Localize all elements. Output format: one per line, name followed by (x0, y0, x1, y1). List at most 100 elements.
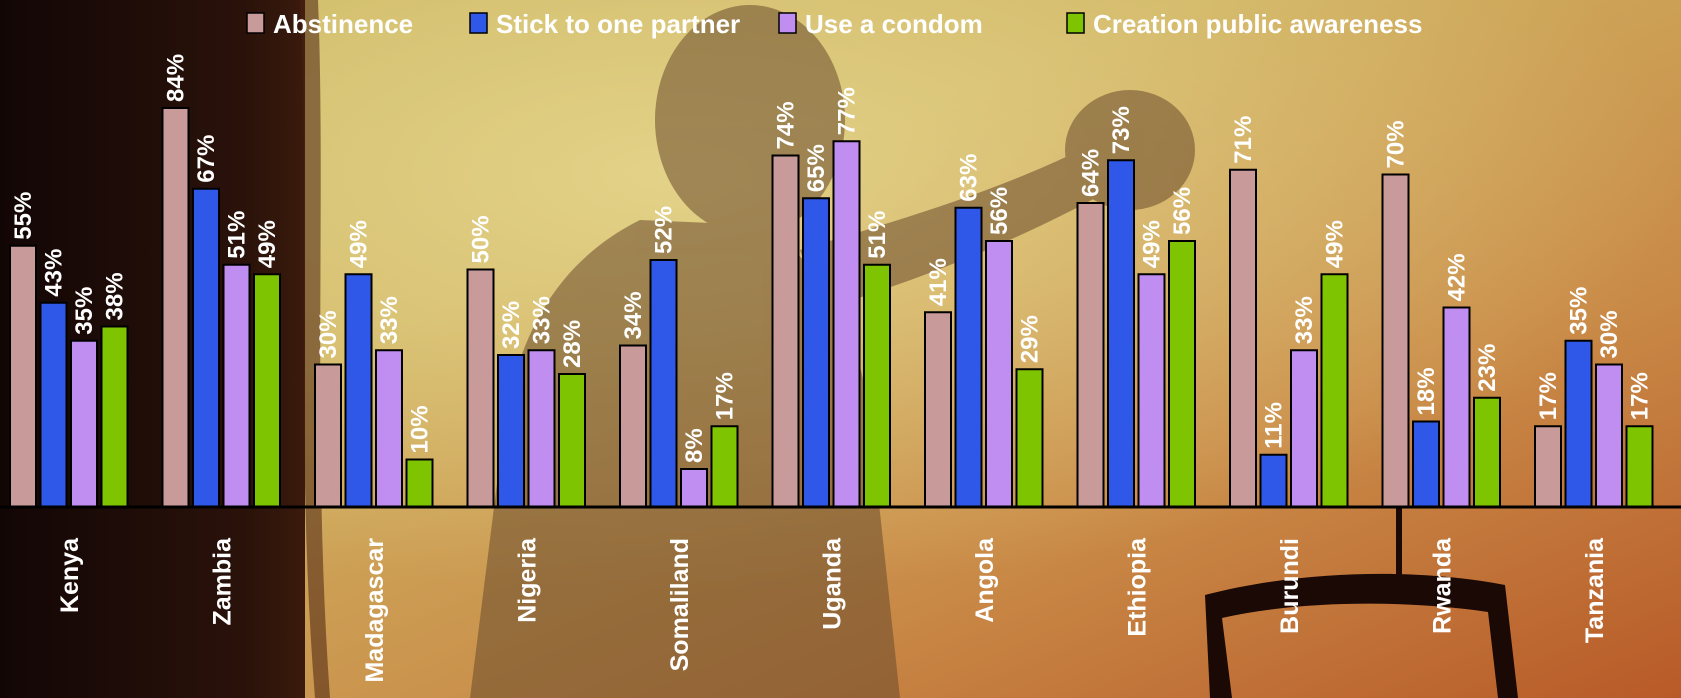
bar (466, 268, 495, 508)
legend-label: Creation public awareness (1093, 9, 1422, 39)
bar-value-label: 34% (620, 291, 647, 339)
bar-value-label: 28% (559, 320, 586, 368)
legend-item: Use a condom (778, 9, 983, 39)
bar (1412, 420, 1440, 508)
bar-value-label: 49% (1322, 220, 1349, 268)
x-tick-label: Uganda (818, 537, 846, 630)
bar-value-label: 70% (1383, 120, 1410, 168)
bar-value-label: 71% (1230, 116, 1257, 164)
legend-item: Abstinence (246, 9, 413, 39)
bar (344, 273, 373, 508)
bar (1168, 240, 1196, 508)
bar-value-label: 51% (224, 211, 251, 259)
bar-value-label: 43% (41, 249, 68, 297)
bar (1015, 368, 1044, 508)
bar (1381, 173, 1410, 508)
bar (314, 363, 342, 508)
bar-value-label: 77% (834, 87, 861, 135)
bar (161, 107, 190, 508)
bar (802, 197, 830, 508)
bar (924, 311, 952, 508)
bars-layer (9, 107, 1654, 508)
legend-label: Stick to one partner (496, 9, 740, 39)
x-tick-label: Nigeria (513, 537, 541, 623)
bar-value-label: 18% (1413, 367, 1440, 415)
bar-value-label: 17% (712, 372, 739, 420)
bar-value-label: 84% (163, 54, 190, 102)
bar-value-label: 30% (1596, 310, 1623, 358)
bar (1137, 273, 1166, 508)
bar (375, 349, 403, 508)
x-tick-label: Zambia (208, 537, 236, 626)
legend-swatch (778, 12, 797, 34)
x-tick-label: Tanzania (1581, 537, 1609, 643)
bar-value-label: 67% (193, 135, 220, 183)
bar (1259, 453, 1288, 508)
x-tick-label: Kenya (56, 537, 84, 613)
bar-value-label: 49% (254, 220, 281, 268)
bar-value-label: 32% (498, 301, 525, 349)
bar-value-label: 42% (1444, 253, 1471, 301)
bar-value-label: 51% (864, 211, 891, 259)
bar (771, 154, 800, 508)
x-tick-label: Rwanda (1428, 537, 1456, 634)
bar (1290, 349, 1318, 508)
bar (832, 140, 861, 508)
legend-label: Abstinence (273, 9, 413, 39)
bar-value-label: 10% (407, 405, 434, 453)
bar (985, 240, 1013, 508)
bar (1320, 273, 1349, 508)
bar (863, 263, 891, 508)
bar-value-label: 17% (1627, 372, 1654, 420)
bar-value-label: 55% (10, 192, 37, 240)
legend-label: Use a condom (805, 9, 983, 39)
bar (954, 206, 983, 508)
bar-value-label: 49% (1139, 220, 1166, 268)
bar-value-label: 33% (376, 296, 403, 344)
bar (253, 273, 281, 508)
bar-value-label: 56% (1169, 187, 1196, 235)
bar (497, 354, 525, 508)
bar (1625, 425, 1654, 508)
bar-value-label: 11% (1261, 402, 1288, 449)
bar (192, 187, 220, 508)
bar (405, 458, 434, 508)
bar (649, 259, 678, 508)
bar-value-label: 49% (346, 220, 373, 268)
x-tick-label: Angola (971, 537, 999, 623)
bar-value-label: 35% (1566, 287, 1593, 335)
bar-value-label: 65% (803, 144, 830, 192)
bar-value-label: 63% (956, 154, 983, 202)
x-tick-label: Madagascar (361, 538, 389, 683)
x-tick-label: Ethiopia (1123, 537, 1151, 637)
x-tick-label: Somaliland (666, 538, 694, 671)
bar-value-label: 74% (773, 101, 800, 149)
bar-value-label: 50% (468, 215, 495, 263)
bar-value-label: 30% (315, 310, 342, 358)
bar (100, 325, 129, 508)
bar-value-label: 17% (1535, 372, 1562, 420)
bar-value-label: 23% (1474, 344, 1501, 392)
category-labels-layer: Kenya Zambia Madagascar Nigeria Somaliland Ug… (56, 537, 1609, 683)
bar (1229, 168, 1257, 508)
bar-value-label: 33% (529, 296, 556, 344)
bar (680, 468, 708, 508)
legend-item: Creation public awareness (1066, 9, 1422, 39)
bar-value-label: 38% (102, 272, 129, 320)
bar (1442, 306, 1471, 508)
legend-swatch (1066, 12, 1085, 34)
bar (1564, 339, 1593, 508)
bar-value-label: 8% (681, 428, 708, 463)
bar-value-label: 56% (986, 187, 1013, 235)
bar (9, 244, 37, 508)
bar-value-label: 41% (925, 258, 952, 306)
bar-value-label: 73% (1108, 106, 1135, 154)
legend: Abstinence Stick to one partner Use a co… (246, 9, 1422, 39)
bar-value-label: 29% (1017, 315, 1044, 363)
bar (619, 344, 647, 508)
legend-item: Stick to one partner (469, 9, 740, 39)
bar-value-label: 35% (71, 287, 98, 335)
bar-value-label: 52% (651, 206, 678, 254)
